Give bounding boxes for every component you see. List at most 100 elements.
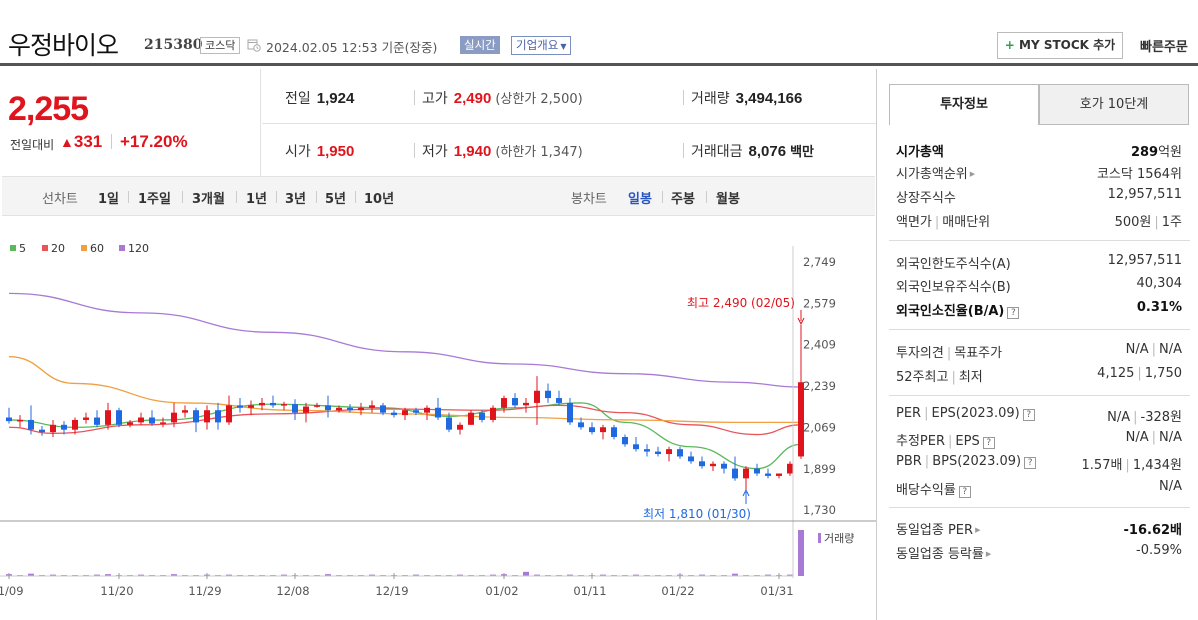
candle-daily[interactable]: 일봉 xyxy=(628,192,652,207)
help-icon[interactable]: ? xyxy=(1024,457,1037,469)
candle xyxy=(622,434,628,447)
volume-bar xyxy=(28,573,34,576)
candle-body xyxy=(798,382,804,457)
market-badge: 코스닥 xyxy=(200,37,241,54)
candle-body xyxy=(50,424,56,433)
realtime-badge[interactable]: 실시간 xyxy=(460,36,500,54)
help-icon[interactable]: ? xyxy=(982,437,995,449)
divider xyxy=(414,90,415,105)
period-1w[interactable]: 1주일 xyxy=(138,192,171,207)
candle-body xyxy=(457,424,463,430)
candle xyxy=(237,398,243,413)
candle xyxy=(490,405,496,423)
period-3m[interactable]: 3개월 xyxy=(192,192,225,207)
candle-body xyxy=(325,405,331,411)
triangle-right-icon: ▶ xyxy=(975,526,981,534)
volume-bar xyxy=(798,530,804,576)
period-bar xyxy=(2,176,875,216)
help-icon[interactable]: ? xyxy=(958,486,971,498)
candle-body xyxy=(655,451,661,455)
divider xyxy=(683,90,684,105)
candle xyxy=(435,398,441,420)
stock-name: 우정바이오 xyxy=(8,31,119,60)
up-triangle-icon: ▲ xyxy=(60,134,74,150)
high-annotation: 최고 2,490 (02/05) xyxy=(687,296,795,310)
volume-label: 거래량 xyxy=(824,532,854,545)
candle-body xyxy=(215,410,221,423)
candle xyxy=(248,400,254,416)
candle-chart-label: 봉차트 xyxy=(571,192,607,207)
period-10y[interactable]: 10년 xyxy=(364,192,395,207)
candle xyxy=(215,402,221,430)
candle-body xyxy=(501,398,507,408)
candle-body xyxy=(369,405,375,408)
period-1d[interactable]: 1일 xyxy=(98,192,120,207)
company-overview-dropdown[interactable]: 기업개요 ▼ xyxy=(511,36,572,55)
candle xyxy=(600,424,606,440)
candle-monthly[interactable]: 월봉 xyxy=(716,192,740,207)
divider xyxy=(706,191,707,203)
candle-body xyxy=(677,449,683,457)
candle xyxy=(479,410,485,423)
period-3y[interactable]: 3년 xyxy=(285,192,307,207)
candle-body xyxy=(622,436,628,445)
volume-bar xyxy=(325,574,331,576)
candle xyxy=(765,468,771,479)
candle-body xyxy=(556,398,562,403)
change-rate: +17.20% xyxy=(120,132,188,151)
info-sector-per[interactable]: 동일업종 PER ▶ -16.62배 xyxy=(896,523,1182,538)
period-5y[interactable]: 5년 xyxy=(325,192,347,207)
candle xyxy=(545,383,551,403)
y-tick-label: 2,749 xyxy=(803,255,836,269)
candle xyxy=(677,446,683,459)
info-per-eps: PER | EPS(2023.09)? N/A | -328원 xyxy=(896,406,1182,425)
triangle-right-icon: ▶ xyxy=(985,550,992,558)
period-1y[interactable]: 1년 xyxy=(246,192,268,207)
volume-bar xyxy=(534,574,540,576)
candle xyxy=(424,405,430,420)
tab-order-book[interactable]: 호가 10단계 xyxy=(1039,84,1189,125)
volume-bar xyxy=(50,574,56,576)
stock-header xyxy=(0,0,1198,66)
price-chart[interactable]: 2,749 2,579 2,409 2,239 2,069 1,899 1,730 11/09… xyxy=(0,216,876,620)
candle xyxy=(655,446,661,457)
candle xyxy=(589,422,595,435)
info-dividend: 배당수익률? N/A xyxy=(896,479,1182,498)
info-52week: 52주최고 | 최저 4,125 | 1,750 xyxy=(896,366,1182,385)
info-sector-rate[interactable]: 동일업종 등락률 ▶ -0.59% xyxy=(896,543,1182,562)
candle-body xyxy=(39,429,45,433)
ma-line-120 xyxy=(8,292,802,388)
legend-ma120: 120 xyxy=(119,242,149,255)
candle-body xyxy=(160,422,166,424)
candle xyxy=(523,398,529,413)
line-chart-label: 선차트 xyxy=(42,192,78,207)
candle-weekly[interactable]: 주봉 xyxy=(671,192,695,207)
info-cap-rank[interactable]: 시가총액순위 ▶ 코스닥 1564위 xyxy=(896,167,1182,182)
triangle-right-icon: ▶ xyxy=(969,170,976,178)
legend-ma60: 60 xyxy=(81,242,104,255)
candle-body xyxy=(787,463,793,474)
low-annotation: 최저 1,810 (01/30) xyxy=(643,507,751,521)
candle-body xyxy=(149,417,155,424)
candle xyxy=(402,407,408,420)
divider xyxy=(276,191,277,203)
company-overview-label: 기업개요 xyxy=(516,38,559,52)
volume-bar xyxy=(600,574,606,576)
low-arrow-head xyxy=(742,488,750,497)
candle-body xyxy=(479,412,485,420)
candle-body xyxy=(237,405,243,408)
help-icon[interactable]: ? xyxy=(1007,307,1020,319)
candle xyxy=(39,426,45,436)
candle-body xyxy=(83,417,89,420)
add-my-stock-button[interactable]: + MY STOCK 추가 xyxy=(997,32,1123,59)
quick-order-link[interactable]: 빠른주문 xyxy=(1140,40,1188,55)
divider xyxy=(316,191,317,203)
help-icon[interactable]: ? xyxy=(1022,409,1035,421)
legend-ma5: 5 xyxy=(10,242,26,255)
info-par-value: 액면가 | 매매단위 500원 | 1주 xyxy=(896,215,1182,230)
candle xyxy=(171,402,177,428)
candle-body xyxy=(424,407,430,413)
tab-invest-info[interactable]: 투자정보 xyxy=(889,84,1039,125)
quote-volume: 거래량 3,494,166 xyxy=(691,90,803,107)
candle-body xyxy=(600,427,606,433)
